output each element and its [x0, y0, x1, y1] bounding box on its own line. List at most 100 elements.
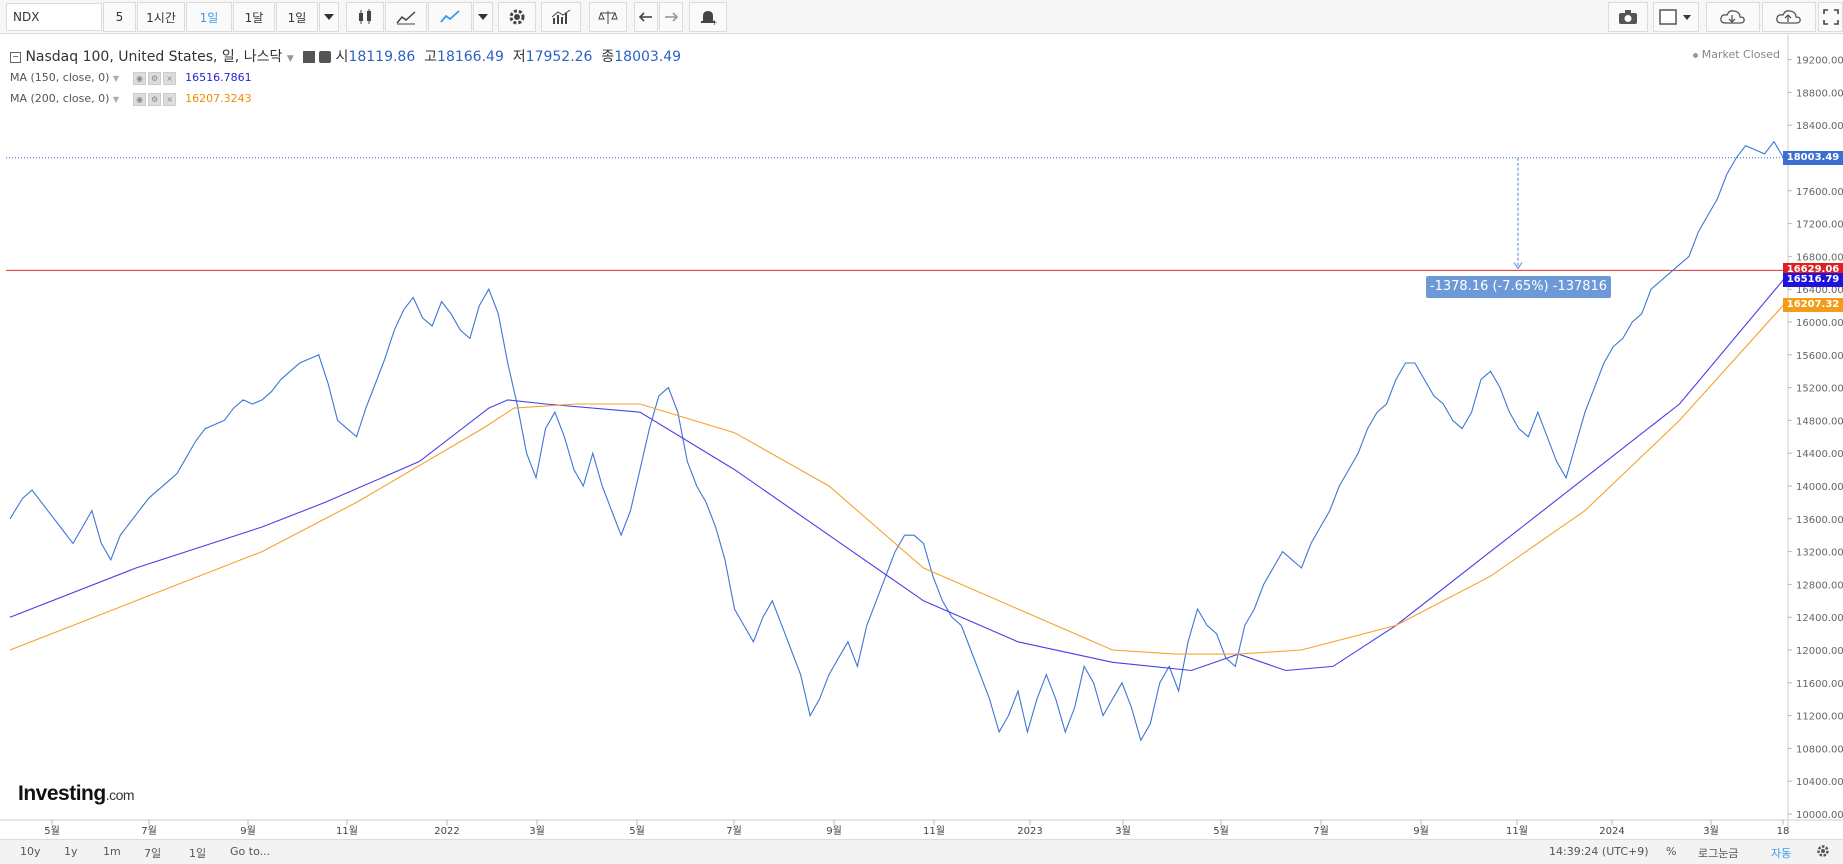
- ma200-settings-icon[interactable]: ⚙: [148, 92, 162, 106]
- ma150-value: 16516.7861: [185, 71, 252, 84]
- close-value: 18003.49: [614, 49, 682, 65]
- y-tick-label: 13200.00: [1796, 548, 1843, 559]
- log-scale-toggle[interactable]: 로그눈금: [1698, 847, 1739, 860]
- redo-icon[interactable]: [659, 2, 683, 32]
- high-value: 18166.49: [437, 49, 504, 65]
- title-dropdown-icon[interactable]: ▼: [286, 54, 294, 64]
- cloud-download-icon[interactable]: [1706, 2, 1760, 32]
- percent-toggle[interactable]: %: [1666, 845, 1677, 858]
- layout-icon[interactable]: [1653, 2, 1699, 32]
- x-tick-label: 7월: [1313, 825, 1329, 837]
- market-status-text: Market Closed: [1701, 48, 1780, 61]
- ma150-legend: MA (150, close, 0) ▼ ◉ ⚙ × 16516.7861: [10, 71, 252, 85]
- goto-button[interactable]: Go to...: [230, 845, 271, 858]
- range-1d-button[interactable]: 1일: [189, 847, 207, 860]
- gear-icon[interactable]: [498, 2, 536, 32]
- ma200-legend: MA (200, close, 0) ▼ ◉ ⚙ × 16207.3243: [10, 92, 252, 106]
- indicators-icon[interactable]: [541, 2, 581, 32]
- interval-1d-button[interactable]: 1일: [186, 2, 232, 32]
- cloud-upload-icon[interactable]: [1762, 2, 1816, 32]
- legend-gear-icon[interactable]: [319, 51, 332, 63]
- svg-text:+: +: [711, 18, 717, 26]
- interval-1mo-button[interactable]: 1달: [233, 2, 275, 32]
- x-tick-label: 18: [1777, 826, 1790, 837]
- clock-time: 14:39:24 (UTC+9): [1549, 845, 1649, 858]
- measure-arrow-head: [1513, 262, 1523, 270]
- chart-type-dropdown-icon[interactable]: [473, 2, 493, 32]
- y-tick-label: 19200.00: [1796, 56, 1843, 67]
- ma200-close-icon[interactable]: ×: [163, 92, 177, 106]
- high-label: 고: [424, 49, 438, 65]
- range-1y-button[interactable]: 1y: [64, 845, 78, 858]
- instrument-title: Nasdaq 100, United States, 일, 나스닥: [25, 49, 283, 65]
- range-1m-button[interactable]: 1m: [103, 845, 121, 858]
- y-tick-label: 10800.00: [1796, 744, 1843, 755]
- area-chart-icon[interactable]: [385, 2, 427, 32]
- ma150-label: MA (150, close, 0): [10, 71, 110, 84]
- fullscreen-icon[interactable]: [1818, 2, 1843, 32]
- y-tick-label: 11200.00: [1796, 712, 1843, 723]
- legend-settings-icon[interactable]: [302, 51, 315, 63]
- collapse-icon[interactable]: −: [10, 51, 21, 63]
- interval-5-button[interactable]: 5: [103, 2, 136, 32]
- alert-bell-icon[interactable]: +: [689, 2, 727, 32]
- x-tick-label: 5월: [1213, 825, 1229, 837]
- ma150-price-label: 16516.79: [1783, 272, 1843, 287]
- y-tick-label: 16000.00: [1796, 318, 1843, 329]
- ma150-settings-icon[interactable]: ⚙: [148, 71, 162, 85]
- y-tick-label: 10000.00: [1796, 810, 1843, 821]
- y-tick-label: 14400.00: [1796, 449, 1843, 460]
- ma150-series-line: [9, 279, 1784, 672]
- logo-main: Investing: [18, 782, 106, 805]
- bottom-bar: 10y 1y 1m 7일 1일 Go to... 14:39:24 (UTC+9…: [0, 839, 1843, 864]
- x-tick-label: 9월: [1413, 825, 1429, 837]
- undo-icon[interactable]: [634, 2, 658, 32]
- x-tick-label: 2022: [434, 826, 459, 837]
- y-tick-label: 14000.00: [1796, 482, 1843, 493]
- x-tick-label: 7월: [141, 825, 157, 837]
- x-tick-label: 5월: [629, 825, 645, 837]
- y-tick-label: 16400.00: [1796, 285, 1843, 296]
- x-tick-label: 9월: [826, 825, 842, 837]
- x-tick-label: 3월: [1703, 825, 1719, 837]
- interval-1h-button[interactable]: 1시간: [137, 2, 185, 32]
- x-tick-label: 11월: [1506, 825, 1528, 837]
- compare-scale-icon[interactable]: [589, 2, 627, 32]
- interval-dropdown-icon[interactable]: [319, 2, 339, 32]
- y-tick-label: 11600.00: [1796, 679, 1843, 690]
- ma200-dropdown-icon[interactable]: ▼: [112, 95, 120, 104]
- ma200-value: 16207.3243: [185, 92, 252, 105]
- x-tick-label: 9월: [240, 825, 256, 837]
- y-tick-label: 12400.00: [1796, 613, 1843, 624]
- ma150-close-icon[interactable]: ×: [163, 71, 177, 85]
- low-value: 17952.26: [525, 49, 593, 65]
- range-7d-button[interactable]: 7일: [144, 847, 162, 860]
- x-tick-label: 7월: [726, 825, 742, 837]
- measurement-label: -1378.16 (-7.65%) -137816: [1426, 276, 1611, 298]
- price-chart[interactable]: 10000.00 10400.00 10800.00 11200.00 11600.00…: [0, 34, 1843, 840]
- camera-icon[interactable]: [1608, 2, 1648, 32]
- line-chart-icon[interactable]: [428, 2, 472, 32]
- candlestick-icon[interactable]: [346, 2, 384, 32]
- ma200-eye-icon[interactable]: ◉: [133, 92, 147, 106]
- top-toolbar: NDX 5 1시간 1일 1달 1일 +: [0, 0, 1843, 34]
- open-label: 시: [335, 49, 349, 65]
- x-tick-label: 3월: [1115, 825, 1131, 837]
- symbol-input[interactable]: NDX: [6, 3, 102, 31]
- y-tick-label: 17200.00: [1796, 220, 1843, 231]
- ma200-price-label: 16207.32: [1783, 297, 1843, 312]
- range-10y-button[interactable]: 10y: [20, 845, 41, 858]
- ma200-series-line: [9, 304, 1784, 655]
- ma150-dropdown-icon[interactable]: ▼: [112, 74, 120, 83]
- y-tick-label: 18400.00: [1796, 121, 1843, 132]
- logo-sub: .com: [105, 787, 135, 803]
- ma200-label: MA (200, close, 0): [10, 92, 110, 105]
- y-tick-label: 12000.00: [1796, 646, 1843, 657]
- interval-select-button[interactable]: 1일: [276, 2, 318, 32]
- x-tick-label: 2023: [1017, 826, 1042, 837]
- low-label: 저: [512, 49, 526, 65]
- x-tick-label: 2024: [1599, 826, 1624, 837]
- bottom-settings-gear-icon[interactable]: [1816, 844, 1830, 861]
- ma150-eye-icon[interactable]: ◉: [133, 71, 147, 85]
- auto-scale-toggle[interactable]: 자동: [1771, 847, 1792, 860]
